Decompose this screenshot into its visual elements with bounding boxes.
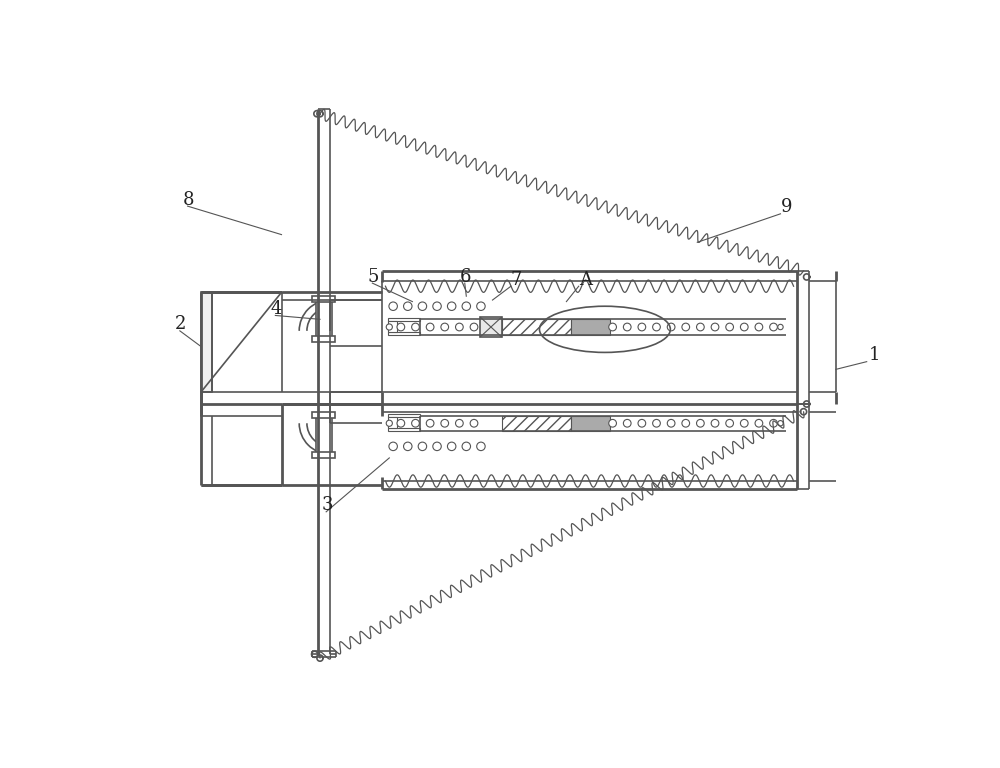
Circle shape (609, 419, 616, 427)
Circle shape (418, 302, 427, 310)
Circle shape (389, 442, 397, 451)
Circle shape (426, 323, 434, 331)
Circle shape (456, 419, 463, 427)
Circle shape (477, 302, 485, 310)
Circle shape (638, 419, 646, 427)
Circle shape (433, 442, 441, 451)
Text: 6: 6 (460, 267, 472, 286)
Bar (312, 296, 335, 303)
Circle shape (462, 442, 471, 451)
Bar (502, 415, 571, 431)
Bar (201, 293, 212, 392)
Circle shape (778, 421, 783, 426)
Bar (571, 415, 610, 431)
Circle shape (770, 323, 777, 331)
Circle shape (441, 323, 449, 331)
Circle shape (726, 419, 733, 427)
Bar (388, 332, 420, 335)
Bar (480, 317, 502, 337)
Text: 1: 1 (869, 346, 881, 364)
Circle shape (397, 419, 405, 427)
Circle shape (426, 419, 434, 427)
Bar (388, 321, 397, 332)
Circle shape (447, 302, 456, 310)
Circle shape (623, 419, 631, 427)
Text: 3: 3 (322, 495, 333, 514)
Bar (312, 412, 335, 418)
Bar (388, 428, 420, 431)
Circle shape (470, 323, 478, 331)
Circle shape (386, 420, 392, 426)
Circle shape (470, 419, 478, 427)
Circle shape (386, 324, 392, 330)
Text: 7: 7 (511, 270, 522, 289)
Bar (388, 414, 420, 417)
Text: 5: 5 (368, 267, 379, 286)
Bar (316, 415, 332, 454)
Circle shape (653, 419, 660, 427)
Circle shape (623, 323, 631, 331)
Circle shape (755, 323, 763, 331)
Circle shape (755, 419, 763, 427)
Circle shape (653, 323, 660, 331)
Circle shape (740, 323, 748, 331)
Text: 2: 2 (175, 316, 187, 333)
Circle shape (404, 442, 412, 451)
Circle shape (667, 323, 675, 331)
Circle shape (711, 419, 719, 427)
Bar (388, 417, 397, 428)
Bar (571, 319, 610, 335)
Circle shape (638, 323, 646, 331)
Circle shape (697, 323, 704, 331)
Circle shape (441, 419, 449, 427)
Circle shape (770, 419, 777, 427)
Bar (316, 300, 332, 339)
Circle shape (711, 323, 719, 331)
Circle shape (418, 442, 427, 451)
Circle shape (682, 323, 690, 331)
Circle shape (477, 442, 485, 451)
Circle shape (778, 324, 783, 329)
Text: 8: 8 (183, 190, 194, 209)
Circle shape (740, 419, 748, 427)
Circle shape (389, 302, 397, 310)
Text: 4: 4 (271, 300, 282, 318)
Circle shape (682, 419, 690, 427)
Bar (388, 318, 420, 321)
Circle shape (397, 323, 405, 331)
Circle shape (447, 442, 456, 451)
Bar (312, 336, 335, 343)
Circle shape (412, 323, 419, 331)
Circle shape (726, 323, 733, 331)
Circle shape (412, 419, 419, 427)
Bar (502, 319, 571, 335)
Circle shape (697, 419, 704, 427)
Text: 9: 9 (780, 198, 792, 217)
Circle shape (433, 302, 441, 310)
Circle shape (462, 302, 471, 310)
Circle shape (667, 419, 675, 427)
Bar (312, 452, 335, 458)
Text: A: A (579, 270, 592, 289)
Circle shape (456, 323, 463, 331)
Circle shape (609, 323, 616, 331)
Circle shape (404, 302, 412, 310)
